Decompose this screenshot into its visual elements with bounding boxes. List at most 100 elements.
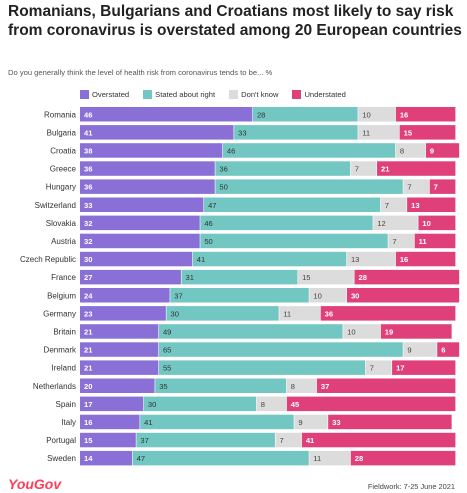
data-label-overstated-italy: 16 <box>84 418 92 427</box>
data-label-overstated-ireland: 21 <box>84 364 93 373</box>
data-label-stated-about-right-spain: 30 <box>148 400 156 409</box>
data-label-understated-austria: 11 <box>419 237 428 246</box>
bar-overstated-germany <box>80 306 166 321</box>
category-label-spain: Spain <box>56 400 76 409</box>
bar-overstated-britain <box>80 324 159 339</box>
data-label-overstated-portugal: 15 <box>84 436 93 445</box>
data-label-overstated-romania: 46 <box>84 110 92 119</box>
bar-stated-about-right-italy <box>140 414 294 430</box>
bar-understated-belgium <box>346 288 460 303</box>
bar-understated-romania <box>395 107 456 122</box>
chart-title: Romanians, Bulgarians and Croatians most… <box>8 3 462 39</box>
data-label-overstated-bulgaria: 41 <box>84 128 93 137</box>
data-label-don-t-know-romania: 10 <box>362 110 370 119</box>
category-label-ireland: Ireland <box>52 364 76 373</box>
data-label-understated-bulgaria: 15 <box>404 128 413 137</box>
data-label-overstated-czech-republic: 30 <box>84 255 92 264</box>
category-label-switzerland: Switzerland <box>35 201 76 210</box>
data-label-stated-about-right-denmark: 65 <box>163 346 171 355</box>
data-label-overstated-spain: 17 <box>84 400 92 409</box>
bar-overstated-slovakia <box>80 215 200 231</box>
category-label-romania: Romania <box>44 110 77 119</box>
bar-don-t-know-britain <box>343 324 381 339</box>
data-label-understated-italy: 33 <box>332 418 340 427</box>
data-label-overstated-hungary: 36 <box>84 183 92 192</box>
data-label-overstated-switzerland: 33 <box>84 201 92 210</box>
data-label-stated-about-right-italy: 41 <box>144 418 152 427</box>
data-label-overstated-britain: 21 <box>84 327 93 336</box>
bar-stated-about-right-greece <box>215 161 351 176</box>
bar-understated-italy <box>328 414 452 430</box>
bar-stated-about-right-germany <box>166 306 279 321</box>
bar-don-t-know-czech-republic <box>346 251 396 267</box>
data-label-don-t-know-portugal: 7 <box>280 436 284 445</box>
bar-stated-about-right-bulgaria <box>234 125 358 140</box>
data-label-understated-slovakia: 10 <box>422 219 430 228</box>
category-label-germany: Germany <box>43 309 76 318</box>
data-label-don-t-know-czech-republic: 13 <box>351 255 359 264</box>
data-label-overstated-sweden: 14 <box>84 454 93 463</box>
data-label-overstated-slovakia: 32 <box>84 219 92 228</box>
bar-overstated-sweden <box>80 450 133 466</box>
legend-label-stated-about-right: Stated about right <box>155 89 216 99</box>
legend-swatch-stated-about-right <box>143 89 153 99</box>
stacked-bar-chart: Romania 46 28 10 16 Bulgaria 41 33 11 15 Croatia 38… <box>20 107 460 466</box>
bar-overstated-bulgaria <box>80 125 234 140</box>
bar-overstated-romania <box>80 107 253 122</box>
data-label-understated-denmark: 6 <box>441 346 445 355</box>
bar-stated-about-right-netherlands <box>155 378 287 393</box>
bar-overstated-belgium <box>80 288 170 303</box>
data-label-don-t-know-denmark: 9 <box>407 346 411 355</box>
bar-overstated-italy <box>80 414 140 430</box>
legend-swatch-overstated <box>80 89 89 99</box>
bar-stated-about-right-croatia <box>222 143 396 158</box>
data-label-don-t-know-bulgaria: 11 <box>362 128 370 137</box>
category-label-sweden: Sweden <box>47 454 76 463</box>
data-label-don-t-know-germany: 11 <box>283 309 291 318</box>
bar-overstated-switzerland <box>80 197 204 212</box>
bar-overstated-ireland <box>80 360 159 375</box>
data-label-overstated-austria: 32 <box>84 237 92 246</box>
bar-overstated-portugal <box>80 432 136 448</box>
fieldwork-note: Fieldwork: 7-25 June 2021 <box>367 482 455 491</box>
bar-overstated-france <box>80 269 181 285</box>
bar-stated-about-right-switzerland <box>204 197 381 212</box>
data-label-don-t-know-croatia: 8 <box>400 146 404 155</box>
data-label-don-t-know-spain: 8 <box>261 400 265 409</box>
bar-don-t-know-netherlands <box>286 378 317 393</box>
bar-don-t-know-france <box>298 269 354 285</box>
bar-stated-about-right-czech-republic <box>192 251 347 267</box>
data-label-don-t-know-austria: 7 <box>392 237 396 246</box>
bar-overstated-hungary <box>80 179 215 194</box>
data-label-understated-sweden: 28 <box>355 454 363 463</box>
bar-stated-about-right-austria <box>200 233 388 249</box>
legend-item-overstated: Overstated <box>80 89 129 99</box>
legend-item-dont-know: Don't know <box>229 89 279 99</box>
bar-understated-portugal <box>301 432 456 448</box>
legend-label-dont-know: Don't know <box>241 89 279 99</box>
category-label-bulgaria: Bulgaria <box>47 128 77 137</box>
bar-understated-czech-republic <box>395 251 456 267</box>
data-label-understated-romania: 16 <box>400 110 408 119</box>
bar-don-t-know-romania <box>358 107 396 122</box>
bar-don-t-know-bulgaria <box>358 125 399 140</box>
bar-stated-about-right-denmark <box>158 342 403 357</box>
bar-understated-denmark <box>437 342 460 357</box>
data-label-stated-about-right-netherlands: 35 <box>159 382 167 391</box>
category-label-slovakia: Slovakia <box>46 219 77 228</box>
chart-subtitle: Do you generally think the level of heal… <box>8 68 273 77</box>
data-label-understated-germany: 36 <box>325 309 333 318</box>
data-label-overstated-denmark: 21 <box>84 346 93 355</box>
category-label-croatia: Croatia <box>50 146 76 155</box>
bar-stated-about-right-slovakia <box>200 215 373 231</box>
data-label-overstated-croatia: 38 <box>84 146 92 155</box>
bar-understated-austria <box>414 233 456 249</box>
bar-don-t-know-croatia <box>395 143 426 158</box>
bar-understated-germany <box>320 306 456 321</box>
bar-stated-about-right-belgium <box>170 288 309 303</box>
data-label-stated-about-right-croatia: 46 <box>227 146 235 155</box>
bar-overstated-austria <box>80 233 200 249</box>
bar-overstated-croatia <box>80 143 223 158</box>
data-label-don-t-know-france: 15 <box>302 273 310 282</box>
bar-don-t-know-sweden <box>309 450 351 466</box>
